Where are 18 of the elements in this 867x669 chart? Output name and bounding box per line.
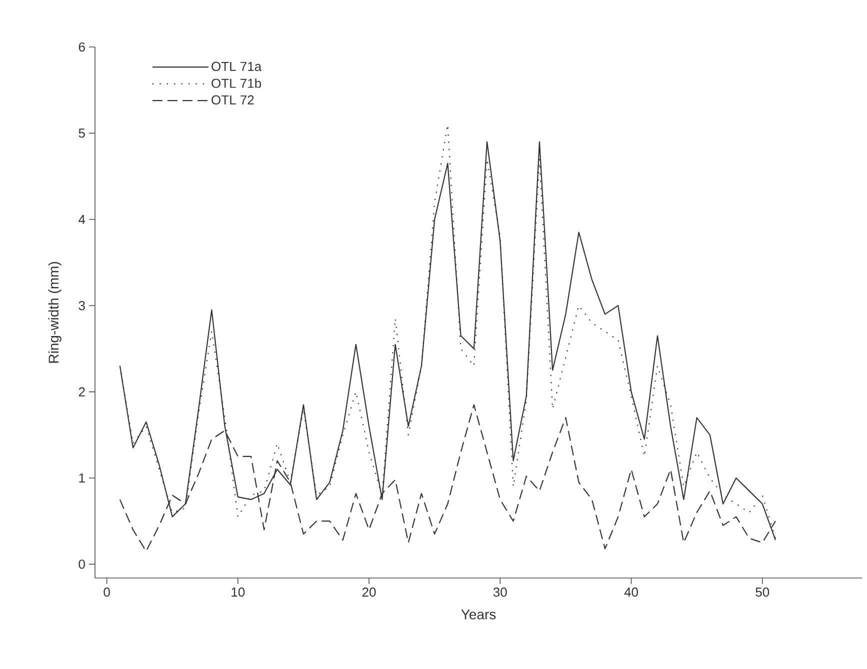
y-tick-label: 6 <box>78 42 85 52</box>
legend-label: OTL 71a <box>212 62 262 72</box>
y-tick-label: 5 <box>78 128 85 138</box>
x-tick-label: 0 <box>104 588 110 597</box>
legend-label: OTL 71b <box>212 78 262 88</box>
legend-label: OTL 72 <box>212 95 254 105</box>
y-axis-title: Ring-width (mm) <box>48 262 62 363</box>
y-tick-label: 1 <box>79 474 85 482</box>
x-tick-label: 40 <box>624 588 638 597</box>
x-axis-title: Years <box>461 610 496 620</box>
x-tick-label: 50 <box>756 588 770 597</box>
y-tick-label: 3 <box>78 300 85 310</box>
x-tick-label: 20 <box>362 588 376 597</box>
x-tick-label: 10 <box>232 588 245 597</box>
y-tick-label: 4 <box>78 214 86 224</box>
y-tick-label: 2 <box>78 387 85 396</box>
y-tick-label: 0 <box>78 560 85 569</box>
x-tick-label: 30 <box>493 588 507 597</box>
